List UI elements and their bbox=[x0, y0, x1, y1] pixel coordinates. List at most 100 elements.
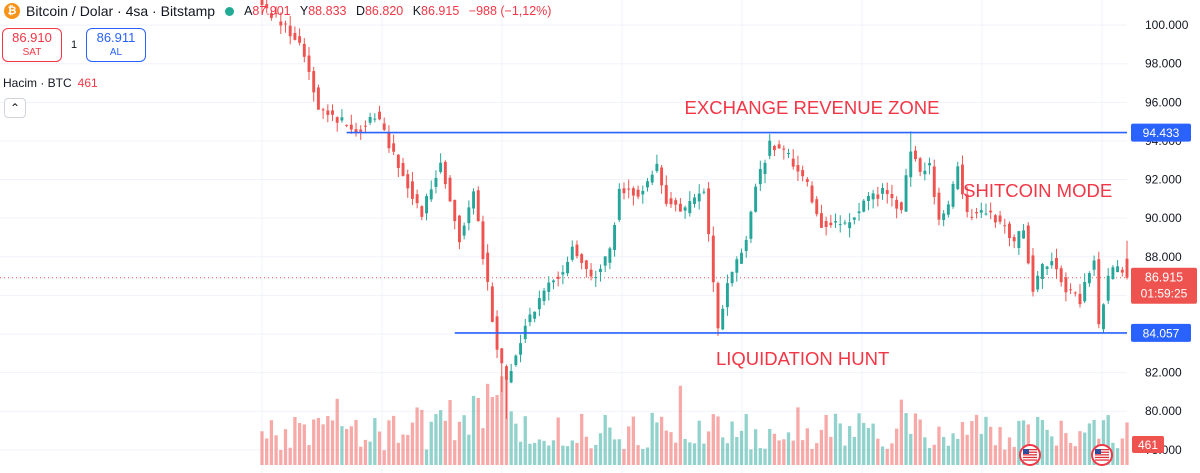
candle[interactable] bbox=[951, 181, 955, 209]
candle[interactable] bbox=[537, 290, 541, 317]
candle[interactable] bbox=[772, 144, 776, 157]
candle[interactable] bbox=[678, 198, 682, 212]
candle[interactable] bbox=[866, 192, 870, 211]
candle[interactable] bbox=[368, 112, 372, 126]
candle[interactable] bbox=[1083, 273, 1087, 304]
price-axis[interactable]: 78.00080.00082.00084.00086.00088.00090.0… bbox=[1131, 18, 1197, 457]
candle[interactable] bbox=[580, 253, 584, 270]
candle[interactable] bbox=[1003, 218, 1007, 234]
candle[interactable] bbox=[956, 161, 960, 191]
candle[interactable] bbox=[716, 281, 720, 336]
candle[interactable] bbox=[899, 201, 903, 214]
candle[interactable] bbox=[288, 16, 292, 45]
candle[interactable] bbox=[918, 156, 922, 177]
candle[interactable] bbox=[401, 157, 405, 177]
candle[interactable] bbox=[1050, 252, 1054, 269]
candle[interactable] bbox=[937, 187, 941, 226]
candle[interactable] bbox=[923, 162, 927, 181]
candle[interactable] bbox=[862, 199, 866, 213]
candle[interactable] bbox=[472, 188, 476, 215]
candle[interactable] bbox=[885, 182, 889, 204]
candle[interactable] bbox=[1111, 265, 1115, 280]
candle[interactable] bbox=[392, 134, 396, 156]
candle[interactable] bbox=[523, 318, 527, 343]
candle[interactable] bbox=[871, 189, 875, 209]
candle[interactable] bbox=[928, 157, 932, 175]
candle[interactable] bbox=[533, 311, 537, 323]
candle[interactable] bbox=[650, 170, 654, 186]
candle[interactable] bbox=[1102, 303, 1105, 334]
candle[interactable] bbox=[631, 186, 635, 206]
candle[interactable] bbox=[669, 191, 673, 208]
candle[interactable] bbox=[561, 265, 565, 285]
candle[interactable] bbox=[453, 199, 457, 230]
candle[interactable] bbox=[876, 186, 880, 207]
candle[interactable] bbox=[852, 217, 856, 225]
candle[interactable] bbox=[552, 279, 555, 290]
candle[interactable] bbox=[1097, 251, 1101, 329]
candle[interactable] bbox=[711, 226, 715, 293]
candle[interactable] bbox=[843, 219, 847, 226]
candle[interactable] bbox=[758, 160, 762, 191]
candle[interactable] bbox=[909, 131, 913, 187]
candle[interactable] bbox=[838, 215, 842, 233]
candle[interactable] bbox=[420, 205, 424, 221]
candle[interactable] bbox=[975, 208, 979, 219]
candle[interactable] bbox=[693, 194, 696, 208]
candle[interactable] bbox=[730, 271, 734, 287]
us-flag-icon[interactable] bbox=[1091, 444, 1113, 466]
candle[interactable] bbox=[749, 210, 753, 244]
candle[interactable] bbox=[810, 181, 814, 204]
candlesticks[interactable] bbox=[260, 0, 1129, 419]
candle[interactable] bbox=[725, 274, 729, 316]
candle[interactable] bbox=[316, 84, 320, 110]
candle[interactable] bbox=[613, 222, 617, 257]
candle[interactable] bbox=[1078, 284, 1082, 308]
candle[interactable] bbox=[373, 113, 377, 123]
candle[interactable] bbox=[824, 216, 828, 236]
candle[interactable] bbox=[1017, 230, 1021, 255]
candle[interactable] bbox=[599, 264, 602, 282]
candle[interactable] bbox=[481, 215, 485, 265]
candle[interactable] bbox=[904, 168, 908, 212]
candle[interactable] bbox=[260, 0, 264, 15]
candle[interactable] bbox=[998, 210, 1002, 225]
candle[interactable] bbox=[335, 116, 339, 132]
candle[interactable] bbox=[504, 364, 508, 419]
candle[interactable] bbox=[274, 6, 278, 18]
candle[interactable] bbox=[500, 348, 504, 392]
candle[interactable] bbox=[617, 183, 621, 222]
candle[interactable] bbox=[674, 197, 678, 212]
candle[interactable] bbox=[961, 155, 964, 199]
candle[interactable] bbox=[1106, 268, 1110, 304]
candle[interactable] bbox=[627, 179, 631, 199]
candle[interactable] bbox=[509, 363, 513, 384]
candle[interactable] bbox=[331, 104, 334, 122]
candle[interactable] bbox=[740, 248, 743, 264]
candle[interactable] bbox=[584, 259, 588, 278]
candle[interactable] bbox=[340, 109, 344, 123]
candle[interactable] bbox=[1092, 255, 1096, 276]
candle[interactable] bbox=[1120, 266, 1124, 277]
candle[interactable] bbox=[796, 155, 800, 182]
buy-button[interactable]: 86.911 AL bbox=[86, 28, 146, 62]
candle[interactable] bbox=[302, 38, 306, 63]
candle[interactable] bbox=[589, 263, 593, 281]
candle[interactable] bbox=[970, 208, 974, 221]
candle[interactable] bbox=[1064, 272, 1068, 302]
candle[interactable] bbox=[777, 140, 781, 149]
candle[interactable] bbox=[1055, 248, 1058, 279]
candle[interactable] bbox=[989, 202, 993, 220]
candle[interactable] bbox=[349, 114, 353, 134]
candle[interactable] bbox=[801, 165, 805, 182]
candle[interactable] bbox=[556, 271, 560, 287]
candle[interactable] bbox=[1073, 291, 1077, 297]
candle[interactable] bbox=[307, 47, 311, 81]
candle[interactable] bbox=[410, 171, 414, 206]
candle[interactable] bbox=[890, 184, 894, 207]
candle[interactable] bbox=[1087, 271, 1091, 287]
candle[interactable] bbox=[1031, 248, 1035, 297]
candle[interactable] bbox=[575, 240, 579, 259]
candle[interactable] bbox=[1012, 234, 1016, 249]
candle[interactable] bbox=[707, 182, 711, 242]
